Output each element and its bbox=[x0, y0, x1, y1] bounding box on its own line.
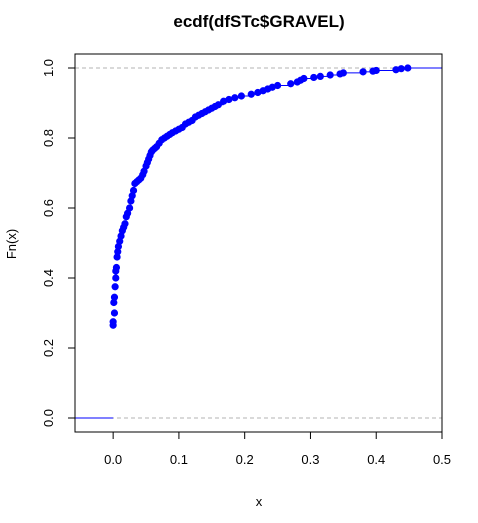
ecdf-point bbox=[316, 72, 324, 80]
ecdf-point bbox=[372, 66, 380, 75]
ecdf-point bbox=[112, 274, 120, 282]
ecdf-point bbox=[110, 309, 119, 317]
ecdf-point bbox=[109, 318, 117, 326]
ecdf-point bbox=[359, 68, 367, 76]
ecdf-point bbox=[111, 283, 119, 291]
ecdf-point bbox=[129, 186, 138, 195]
y-tick-label: 0.6 bbox=[41, 199, 56, 217]
x-axis: 0.0 0.1 0.2 0.3 0.4 0.5 bbox=[104, 431, 451, 467]
ecdf-point bbox=[112, 263, 121, 272]
ecdf-point bbox=[273, 81, 282, 90]
x-tick-label: 0.4 bbox=[367, 452, 385, 467]
y-tick-label: 0.8 bbox=[41, 129, 56, 147]
y-tick-label: 0.0 bbox=[41, 409, 56, 427]
ecdf-point bbox=[310, 73, 318, 82]
y-axis-label: Fn(x) bbox=[4, 229, 19, 259]
x-tick-label: 0.1 bbox=[170, 452, 188, 467]
y-tick-label: 0.2 bbox=[41, 339, 56, 357]
x-axis-label: x bbox=[256, 494, 263, 509]
ecdf-point bbox=[110, 293, 119, 301]
y-tick-label: 1.0 bbox=[41, 59, 56, 77]
ecdf-point bbox=[404, 64, 412, 72]
chart-title: ecdf(dfSTc$GRAVEL) bbox=[173, 12, 344, 31]
reference-lines bbox=[75, 67, 442, 419]
ecdf-point bbox=[300, 74, 308, 83]
ecdf-point bbox=[339, 69, 347, 77]
ecdf-point bbox=[214, 101, 222, 109]
x-tick-label: 0.3 bbox=[301, 452, 319, 467]
y-tick-label: 0.4 bbox=[41, 269, 56, 287]
ecdf-point bbox=[326, 71, 334, 79]
x-tick-label: 0.0 bbox=[104, 452, 122, 467]
ecdf-point bbox=[225, 95, 233, 104]
plot-frame bbox=[74, 53, 443, 433]
ecdf-points bbox=[109, 64, 412, 329]
x-tick-label: 0.5 bbox=[433, 452, 451, 467]
ecdf-point bbox=[287, 80, 295, 88]
ecdf-point bbox=[247, 90, 255, 98]
y-axis: 0.0 0.2 0.4 0.6 0.8 1.0 bbox=[41, 59, 76, 427]
x-tick-label: 0.2 bbox=[236, 452, 254, 467]
ecdf-point bbox=[397, 65, 405, 73]
ecdf-point bbox=[125, 204, 134, 212]
ecdf-point bbox=[237, 92, 245, 100]
ecdf-point bbox=[121, 220, 129, 228]
ecdf-point bbox=[231, 94, 239, 102]
ecdf-step-lines bbox=[75, 67, 442, 419]
